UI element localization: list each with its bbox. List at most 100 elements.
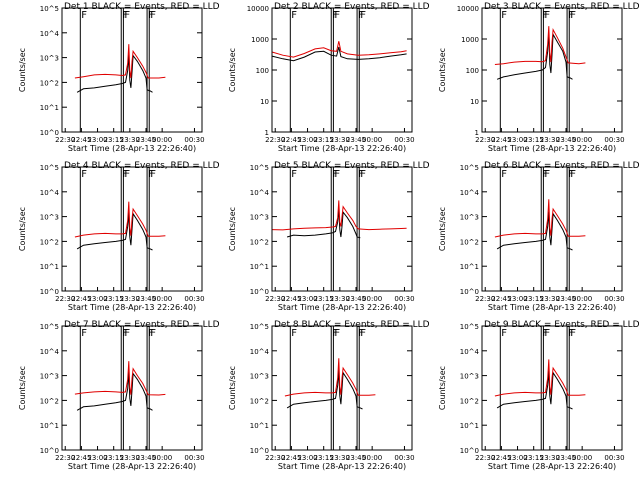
- event-marker-label: F: [81, 169, 87, 180]
- y-tick-label: 10^1: [40, 422, 59, 430]
- y-tick-label: 10^5: [250, 323, 269, 331]
- x-tick-label: 22:30: [265, 454, 285, 462]
- y-tick-label: 10^3: [40, 214, 59, 222]
- x-tick-label: 22:45: [71, 295, 91, 303]
- x-tick-label: 22:30: [55, 136, 75, 144]
- plot-frame: [61, 166, 203, 292]
- y-tick-label: 10^0: [250, 288, 269, 296]
- x-tick-label: 23:15: [104, 295, 124, 303]
- y-axis-label: Counts/sec: [438, 48, 447, 92]
- x-tick-label: 00:30: [184, 454, 204, 462]
- x-axis-label: Start Time (28-Apr-13 22:26:40): [488, 303, 616, 312]
- x-tick-label: 00:00: [152, 454, 172, 462]
- x-tick-label: 23:15: [524, 136, 544, 144]
- x-tick-label: 23:00: [507, 295, 527, 303]
- x-tick-label: 22:45: [281, 295, 301, 303]
- y-tick-label: 10^5: [40, 164, 59, 172]
- x-tick-label: 23:30: [120, 454, 140, 462]
- x-tick-label: 00:00: [362, 295, 382, 303]
- x-tick-label: 00:30: [604, 136, 624, 144]
- red-lld-series: [271, 41, 407, 58]
- plot-frame: [481, 325, 623, 451]
- black-events-series: [271, 46, 407, 62]
- x-tick-label: 22:45: [491, 454, 511, 462]
- y-tick-label: 10^1: [250, 422, 269, 430]
- panel-title: Det 8 BLACK = Events, RED = LLD: [274, 320, 430, 330]
- event-marker-label: F: [291, 328, 297, 339]
- event-marker-label: F: [501, 328, 507, 339]
- y-tick-label: 10^1: [40, 263, 59, 271]
- x-tick-label: 22:30: [55, 295, 75, 303]
- event-marker-label: F: [334, 328, 340, 339]
- y-tick-label: 10^0: [40, 447, 59, 455]
- event-marker-label: F: [568, 169, 574, 180]
- x-tick-label: 22:45: [71, 136, 91, 144]
- event-marker-label: F: [542, 169, 548, 180]
- x-axis-label: Start Time (28-Apr-13 22:26:40): [488, 144, 616, 153]
- y-tick-label: 10: [470, 98, 479, 106]
- x-tick-label: 23:30: [330, 295, 350, 303]
- y-axis-label: Counts/sec: [18, 366, 27, 410]
- event-marker-label: F: [360, 328, 366, 339]
- plot-frame: [271, 325, 413, 451]
- y-tick-label: 10^5: [40, 5, 59, 13]
- red-lld-series: [74, 361, 166, 396]
- event-marker-label: F: [570, 10, 576, 21]
- x-tick-label: 23:00: [297, 454, 317, 462]
- x-tick-label: 23:00: [87, 295, 107, 303]
- panel-title: Det 3 BLACK = Events, RED = LLD: [484, 2, 640, 12]
- x-tick-label: 23:30: [120, 295, 140, 303]
- panel-title: Det 2 BLACK = Events, RED = LLD: [274, 2, 430, 12]
- black-events-series: [496, 211, 573, 251]
- y-tick-label: 10: [260, 98, 269, 106]
- event-marker-label: F: [122, 10, 128, 21]
- y-tick-label: 10^2: [40, 79, 59, 87]
- y-tick-label: 10^2: [250, 397, 269, 405]
- black-events-series: [286, 369, 363, 410]
- event-marker-label: F: [150, 328, 156, 339]
- x-tick-label: 22:30: [55, 454, 75, 462]
- y-tick-label: 10^0: [40, 288, 59, 296]
- x-tick-label: 00:00: [152, 295, 172, 303]
- panel-title: Det 7 BLACK = Events, RED = LLD: [64, 320, 220, 330]
- y-tick-label: 10^5: [40, 323, 59, 331]
- x-tick-label: 23:00: [507, 136, 527, 144]
- y-axis-label: Counts/sec: [438, 207, 447, 251]
- y-tick-label: 1000: [251, 36, 269, 44]
- x-tick-label: 22:45: [281, 136, 301, 144]
- y-tick-label: 10^4: [40, 189, 60, 197]
- y-tick-label: 10^3: [460, 214, 479, 222]
- x-tick-label: 00:00: [572, 454, 592, 462]
- x-tick-label: 23:15: [314, 136, 334, 144]
- event-marker-label: F: [360, 169, 366, 180]
- event-marker-label: F: [570, 328, 576, 339]
- plot-frame: [481, 166, 623, 292]
- black-events-series: [286, 209, 361, 239]
- x-tick-label: 00:00: [362, 136, 382, 144]
- panel-title: Det 4 BLACK = Events, RED = LLD: [64, 161, 220, 171]
- x-tick-label: 22:30: [475, 295, 495, 303]
- event-marker-label: F: [150, 10, 156, 21]
- x-tick-label: 23:15: [104, 136, 124, 144]
- y-tick-label: 10000: [457, 5, 479, 13]
- x-tick-label: 22:30: [475, 454, 495, 462]
- y-tick-label: 10^3: [250, 373, 269, 381]
- x-tick-label: 22:45: [491, 295, 511, 303]
- event-marker-label: F: [332, 10, 338, 21]
- event-marker-label: F: [334, 169, 340, 180]
- x-tick-label: 23:15: [314, 295, 334, 303]
- y-axis-label: Counts/sec: [438, 366, 447, 410]
- x-axis-label: Start Time (28-Apr-13 22:26:40): [68, 303, 196, 312]
- y-tick-label: 10000: [247, 5, 269, 13]
- y-tick-label: 10^0: [460, 288, 479, 296]
- event-marker-label: F: [148, 169, 154, 180]
- event-marker-label: F: [291, 10, 297, 21]
- red-lld-series: [284, 358, 376, 397]
